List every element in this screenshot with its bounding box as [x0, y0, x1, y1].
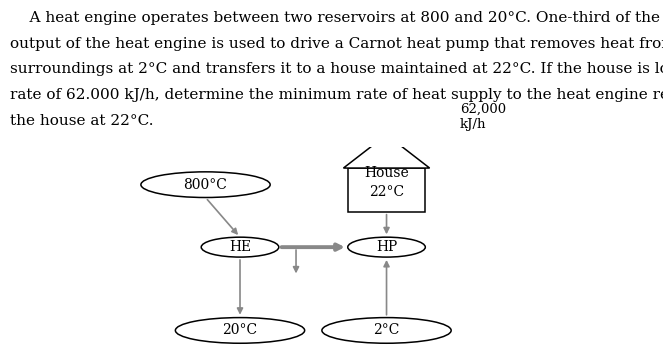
Text: surroundings at 2°C and transfers it to a house maintained at 22°C. If the house: surroundings at 2°C and transfers it to … [10, 62, 663, 76]
Text: A heat engine operates between two reservoirs at 800 and 20°C. One-third of the : A heat engine operates between two reser… [10, 11, 663, 25]
Ellipse shape [141, 172, 271, 197]
Text: HP: HP [376, 240, 397, 254]
Text: output of the heat engine is used to drive a Carnot heat pump that removes heat : output of the heat engine is used to dri… [10, 37, 663, 51]
Text: the house at 22°C.: the house at 22°C. [10, 114, 153, 128]
Ellipse shape [202, 237, 279, 257]
Text: kJ/h: kJ/h [460, 118, 486, 131]
Text: 2°C: 2°C [373, 323, 400, 337]
Bar [348, 168, 426, 212]
Text: 20°C: 20°C [223, 323, 257, 337]
Text: 800°C: 800°C [184, 178, 227, 192]
Text: 62,000: 62,000 [460, 103, 506, 116]
Text: rate of 62.000 kJ/h, determine the minimum rate of heat supply to the heat engin: rate of 62.000 kJ/h, determine the minim… [10, 88, 663, 102]
Text: HE: HE [229, 240, 251, 254]
Ellipse shape [175, 318, 305, 343]
Polygon shape [343, 135, 430, 168]
Text: House
22°C: House 22°C [364, 166, 409, 199]
Ellipse shape [348, 237, 426, 257]
Ellipse shape [322, 318, 452, 343]
